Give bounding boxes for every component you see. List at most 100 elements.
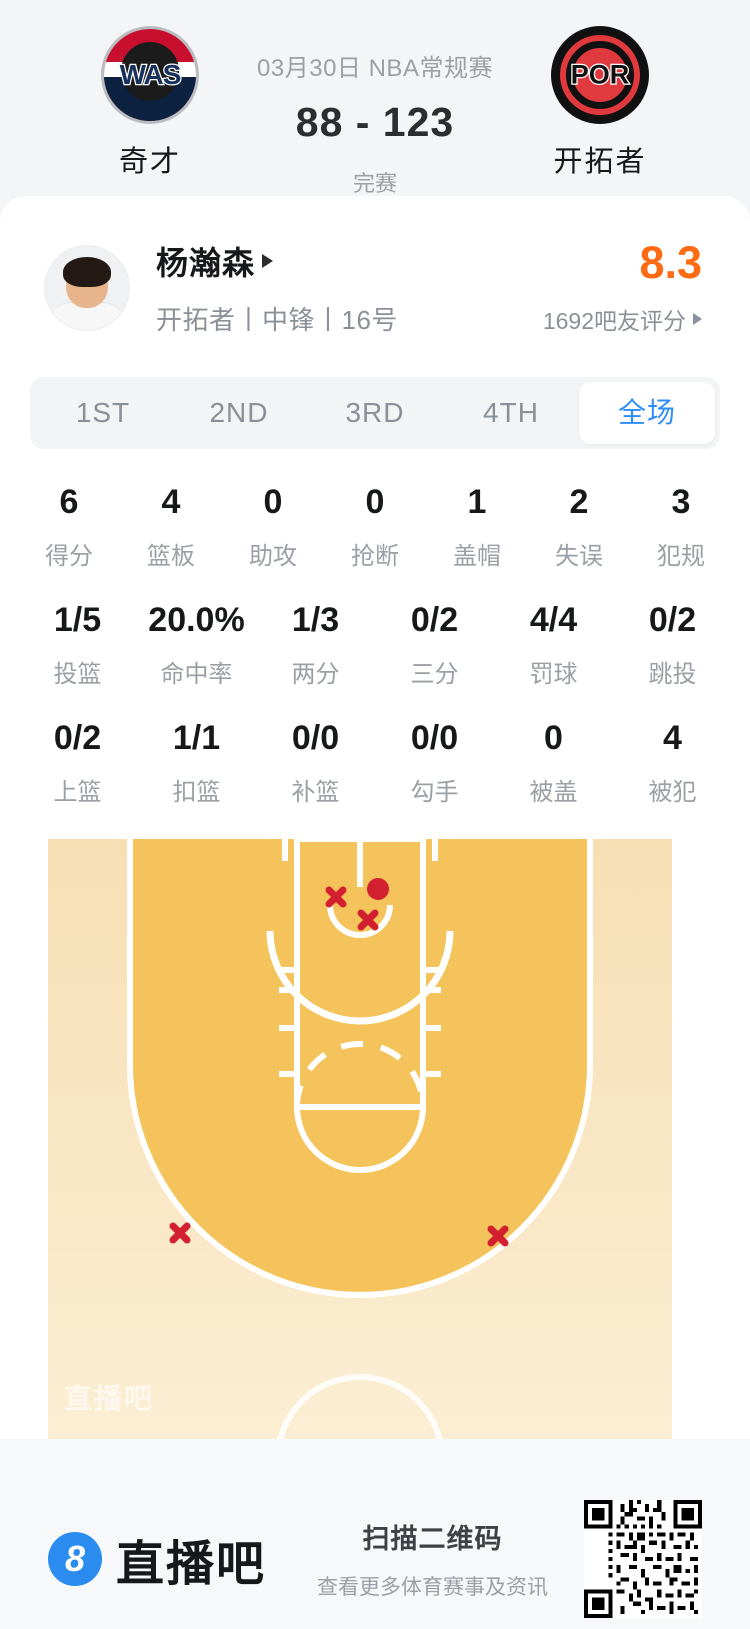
chevron-right-icon[interactable] [262, 254, 274, 268]
stat-value: 1/1 [172, 719, 221, 757]
stat-free-throw: 4/4 罚球 [494, 601, 613, 689]
match-status: 完赛 [352, 171, 397, 196]
stats-row-basic: 6 得分 4 篮板 0 助攻 0 抢断 1 盖帽 [18, 449, 732, 571]
stat-value: 0/2 [53, 719, 102, 757]
stat-label: 篮板 [147, 543, 195, 570]
stat-dunk: 1/1 扣篮 [137, 719, 256, 807]
stat-value: 0 [365, 483, 385, 521]
stat-hook: 0/0 勾手 [375, 719, 494, 807]
stat-fouls: 3 犯规 [630, 483, 732, 571]
stat-label: 两分 [291, 661, 340, 688]
tab-4th[interactable]: 4TH [483, 397, 539, 428]
court-diagram [48, 839, 672, 1439]
home-team-name: 开拓者 [553, 146, 647, 178]
stat-value: 1/3 [291, 601, 340, 639]
rating-label: 1692吧友评分 [542, 307, 686, 334]
player-rating[interactable]: 8.3 1692吧友评分 [543, 240, 706, 336]
stat-label: 抢断 [351, 543, 399, 570]
tab-1st[interactable]: 1ST [75, 397, 131, 428]
player-name[interactable]: 杨瀚森 [156, 245, 256, 281]
score-header: WAS 奇才 03月30日 NBA常规赛 88 - 123 完赛 POR 开拓者 [0, 0, 750, 196]
qr-section[interactable]: 扫描二维码 查看更多体育赛事及资讯 [317, 1499, 702, 1618]
stat-turnovers: 2 失误 [528, 483, 630, 571]
stat-label: 助攻 [249, 543, 297, 570]
stat-fg: 1/5 投篮 [18, 601, 137, 689]
away-team-abbr: WAS [118, 58, 182, 92]
stat-label: 三分 [410, 661, 459, 688]
stat-blocked: 0 被盖 [494, 719, 613, 807]
stat-label: 命中率 [160, 661, 233, 688]
footer: 8 直播吧 扫描二维码 查看更多体育赛事及资讯 [0, 1439, 750, 1629]
home-team-abbr: POR [569, 58, 630, 91]
stats-row-shooting: 1/5 投篮 20.0% 命中率 1/3 两分 0/2 三分 4/4 罚球 [18, 571, 732, 689]
stat-value: 4 [663, 719, 682, 757]
qr-title: 扫描二维码 [362, 1523, 503, 1554]
stat-jumper: 0/2 跳投 [613, 601, 732, 689]
stat-label: 得分 [45, 543, 93, 570]
stat-rebounds: 4 篮板 [120, 483, 222, 571]
stat-value: 0 [544, 719, 563, 757]
stat-label: 失误 [555, 543, 603, 570]
stat-layup: 0/2 上篮 [18, 719, 137, 807]
qr-subtitle: 查看更多体育赛事及资讯 [317, 1575, 548, 1599]
stat-value: 0/0 [410, 719, 459, 757]
away-team-name: 奇才 [118, 146, 181, 178]
shot-chart[interactable]: 直播吧 [48, 839, 672, 1439]
brand-name: 直播吧 [116, 1537, 267, 1591]
stat-value: 3 [671, 483, 691, 521]
player-avatar[interactable] [44, 244, 130, 331]
stats-row-shot-types: 0/2 上篮 1/1 扣篮 0/0 补篮 0/0 勾手 0 被盖 [18, 689, 732, 807]
home-team[interactable]: POR 开拓者 [510, 26, 690, 180]
match-summary: 03月30日 NBA常规赛 88 - 123 完赛 [240, 26, 510, 198]
stat-label: 犯规 [657, 543, 705, 570]
shot-markers [169, 878, 509, 1247]
stat-points: 6 得分 [18, 483, 120, 571]
match-score: 88 - 123 [295, 99, 455, 145]
stat-value: 20.0% [148, 601, 245, 639]
player-subtitle: 开拓者丨中锋丨16号 [156, 305, 398, 335]
stat-two-point: 1/3 两分 [256, 601, 375, 689]
stat-value: 0/2 [648, 601, 697, 639]
stat-label: 跳投 [648, 661, 697, 688]
tab-2nd[interactable]: 2ND [209, 397, 269, 428]
player-stats-card: 杨瀚森 开拓者丨中锋丨16号 8.3 1692吧友评分 1ST 2ND 3RD … [0, 196, 750, 1439]
stat-label: 投篮 [53, 661, 102, 688]
stat-assists: 0 助攻 [222, 483, 324, 571]
tab-3rd[interactable]: 3RD [345, 397, 405, 428]
stat-tip-in: 0/0 补篮 [256, 719, 375, 807]
court-watermark: 直播吧 [64, 1383, 155, 1414]
away-team[interactable]: WAS 奇才 [60, 26, 240, 180]
stat-label: 勾手 [410, 779, 459, 806]
home-team-logo-icon: POR [551, 26, 649, 124]
stat-label: 扣篮 [172, 779, 221, 806]
stat-value: 0/0 [291, 719, 340, 757]
match-date-league: 03月30日 NBA常规赛 [257, 55, 493, 82]
brand-logo[interactable]: 8 直播吧 [48, 1524, 266, 1594]
stat-three-point: 0/2 三分 [375, 601, 494, 689]
stat-fouled: 4 被犯 [613, 719, 732, 807]
stat-value: 6 [59, 483, 79, 521]
qr-code-icon[interactable] [584, 1499, 702, 1618]
stat-label: 盖帽 [453, 543, 501, 570]
stat-label: 补篮 [291, 779, 340, 806]
tab-full-game[interactable]: 全场 [579, 382, 715, 444]
stat-fg-pct: 20.0% 命中率 [137, 601, 256, 689]
stat-value: 4 [161, 483, 181, 521]
chevron-right-small-icon[interactable] [693, 312, 702, 325]
stats-grid: 6 得分 4 篮板 0 助攻 0 抢断 1 盖帽 [0, 449, 750, 807]
stat-steals: 0 抢断 [324, 483, 426, 571]
stat-label: 被盖 [529, 779, 578, 806]
stat-value: 0 [263, 483, 283, 521]
stat-label: 被犯 [648, 779, 697, 806]
rating-value: 8.3 [639, 236, 702, 288]
stat-value: 2 [569, 483, 589, 521]
stat-value: 1/5 [53, 601, 102, 639]
stat-value: 0/2 [410, 601, 459, 639]
stat-blocks: 1 盖帽 [426, 483, 528, 571]
brand-badge-icon: 8 [48, 1531, 102, 1586]
player-header: 杨瀚森 开拓者丨中锋丨16号 8.3 1692吧友评分 [0, 196, 750, 337]
stat-value: 1 [467, 483, 487, 521]
period-tabs[interactable]: 1ST 2ND 3RD 4TH 全场 [30, 377, 720, 449]
stat-value: 4/4 [529, 601, 578, 639]
